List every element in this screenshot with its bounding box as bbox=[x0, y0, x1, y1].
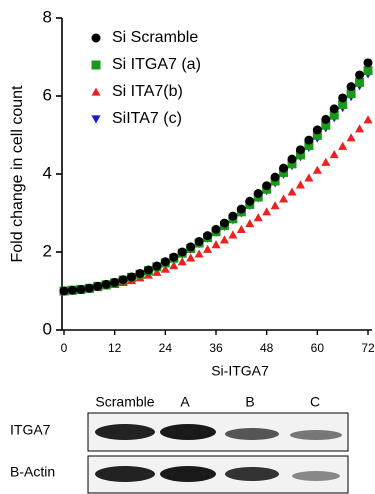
point bbox=[178, 257, 187, 265]
point bbox=[355, 70, 364, 79]
point bbox=[321, 115, 330, 124]
y-tick-label: 0 bbox=[43, 319, 52, 338]
point bbox=[347, 82, 356, 91]
point bbox=[110, 278, 119, 287]
point bbox=[186, 253, 195, 261]
western-blot: Scramble A B C ITGA7 B-Actin bbox=[10, 394, 348, 493]
x-axis-label: Si-ITGA7 bbox=[211, 363, 269, 379]
point bbox=[228, 212, 237, 221]
figure: Fold change in cell count Si-ITGA7 Scram… bbox=[0, 0, 375, 494]
y-tick-label: 8 bbox=[43, 7, 52, 26]
point bbox=[313, 125, 322, 134]
row-label: B-Actin bbox=[10, 464, 55, 480]
band bbox=[292, 471, 340, 481]
point bbox=[330, 104, 339, 113]
x-tick-label: 36 bbox=[209, 341, 223, 355]
point bbox=[338, 93, 347, 102]
point bbox=[76, 285, 85, 294]
x-tick-label: 24 bbox=[159, 341, 173, 355]
point bbox=[321, 158, 330, 166]
point bbox=[178, 248, 187, 257]
point bbox=[195, 249, 204, 257]
band bbox=[225, 467, 279, 481]
point bbox=[212, 240, 221, 248]
legend-label: SiITA7 (c) bbox=[112, 110, 182, 127]
point bbox=[245, 197, 254, 206]
point bbox=[203, 231, 212, 240]
point bbox=[304, 173, 313, 181]
point bbox=[136, 269, 145, 278]
point bbox=[203, 245, 212, 253]
point bbox=[364, 66, 373, 75]
point bbox=[304, 136, 313, 145]
x-tick-label: 0 bbox=[61, 341, 68, 355]
x-tick-label: 48 bbox=[260, 341, 274, 355]
y-tick-label: 4 bbox=[43, 163, 52, 182]
point bbox=[212, 225, 221, 234]
point bbox=[228, 230, 237, 238]
band bbox=[160, 466, 216, 482]
point bbox=[85, 284, 94, 293]
point bbox=[169, 253, 178, 262]
lane-label: B bbox=[245, 394, 254, 410]
point bbox=[254, 213, 263, 221]
band bbox=[95, 466, 155, 482]
point bbox=[220, 235, 229, 243]
point bbox=[237, 225, 246, 233]
point bbox=[279, 194, 288, 202]
point bbox=[279, 164, 288, 173]
band bbox=[225, 428, 279, 440]
point bbox=[60, 287, 69, 296]
legend-label: Si ITGA7 (a) bbox=[112, 56, 201, 73]
point bbox=[68, 286, 77, 295]
point bbox=[237, 205, 246, 214]
legend-marker bbox=[92, 34, 101, 43]
band bbox=[290, 430, 342, 440]
x-tick-label: 72 bbox=[361, 341, 375, 355]
band bbox=[95, 424, 155, 440]
point bbox=[347, 133, 356, 141]
x-tick-label: 60 bbox=[311, 341, 325, 355]
point bbox=[186, 242, 195, 251]
lane-label: Scramble bbox=[95, 394, 154, 410]
point bbox=[271, 201, 280, 209]
point bbox=[152, 262, 161, 271]
legend-label: Si Scramble bbox=[112, 29, 198, 46]
point bbox=[102, 280, 111, 289]
point bbox=[296, 180, 305, 188]
legend-marker bbox=[92, 61, 101, 70]
y-axis-label: Fold change in cell count bbox=[9, 85, 26, 263]
lane-label: C bbox=[310, 394, 320, 410]
point bbox=[262, 207, 271, 215]
point bbox=[338, 142, 347, 150]
point bbox=[364, 115, 373, 123]
y-tick-label: 6 bbox=[43, 85, 52, 104]
point bbox=[220, 219, 229, 228]
legend-label: Si ITA7(b) bbox=[112, 83, 183, 100]
point bbox=[355, 124, 364, 132]
point bbox=[288, 155, 297, 164]
point bbox=[330, 150, 339, 158]
y-tick-label: 2 bbox=[43, 241, 52, 260]
point bbox=[161, 257, 170, 266]
point bbox=[262, 181, 271, 190]
row-label: ITGA7 bbox=[10, 422, 51, 438]
point bbox=[296, 145, 305, 154]
point bbox=[313, 166, 322, 174]
lane-label: A bbox=[180, 394, 190, 410]
point bbox=[144, 265, 153, 274]
point bbox=[195, 237, 204, 246]
point bbox=[271, 173, 280, 182]
point bbox=[93, 282, 102, 291]
point bbox=[254, 189, 263, 198]
band bbox=[160, 424, 216, 440]
legend-marker bbox=[92, 88, 101, 96]
legend-marker bbox=[92, 115, 101, 123]
point bbox=[119, 275, 128, 284]
point bbox=[288, 187, 297, 195]
point bbox=[127, 272, 136, 281]
x-tick-label: 12 bbox=[108, 341, 122, 355]
point bbox=[245, 219, 254, 227]
point bbox=[364, 58, 373, 67]
